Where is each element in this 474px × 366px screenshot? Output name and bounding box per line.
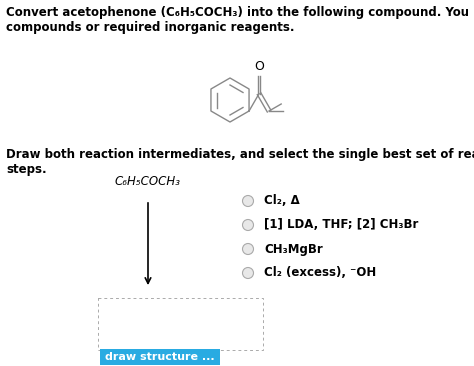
Text: draw structure ...: draw structure ... [105,352,215,362]
Circle shape [243,243,254,254]
Text: Cl₂, Δ: Cl₂, Δ [264,194,300,208]
Circle shape [243,268,254,279]
Circle shape [243,220,254,231]
Bar [98,298,263,350]
Text: O: O [254,60,264,73]
Text: [1] LDA, THF; [2] CH₃Br: [1] LDA, THF; [2] CH₃Br [264,219,419,232]
Text: Cl₂ (excess), ⁻OH: Cl₂ (excess), ⁻OH [264,266,376,280]
Text: Draw both reaction intermediates, and select the single best set of reagents for: Draw both reaction intermediates, and se… [6,148,474,176]
Bar [100,349,220,365]
Text: C₆H₅COCH₃: C₆H₅COCH₃ [115,175,181,188]
Text: CH₃MgBr: CH₃MgBr [264,243,323,255]
Circle shape [243,195,254,206]
Text: Convert acetophenone (C₆H₅COCH₃) into the following compound. You may use any ot: Convert acetophenone (C₆H₅COCH₃) into th… [6,6,474,34]
